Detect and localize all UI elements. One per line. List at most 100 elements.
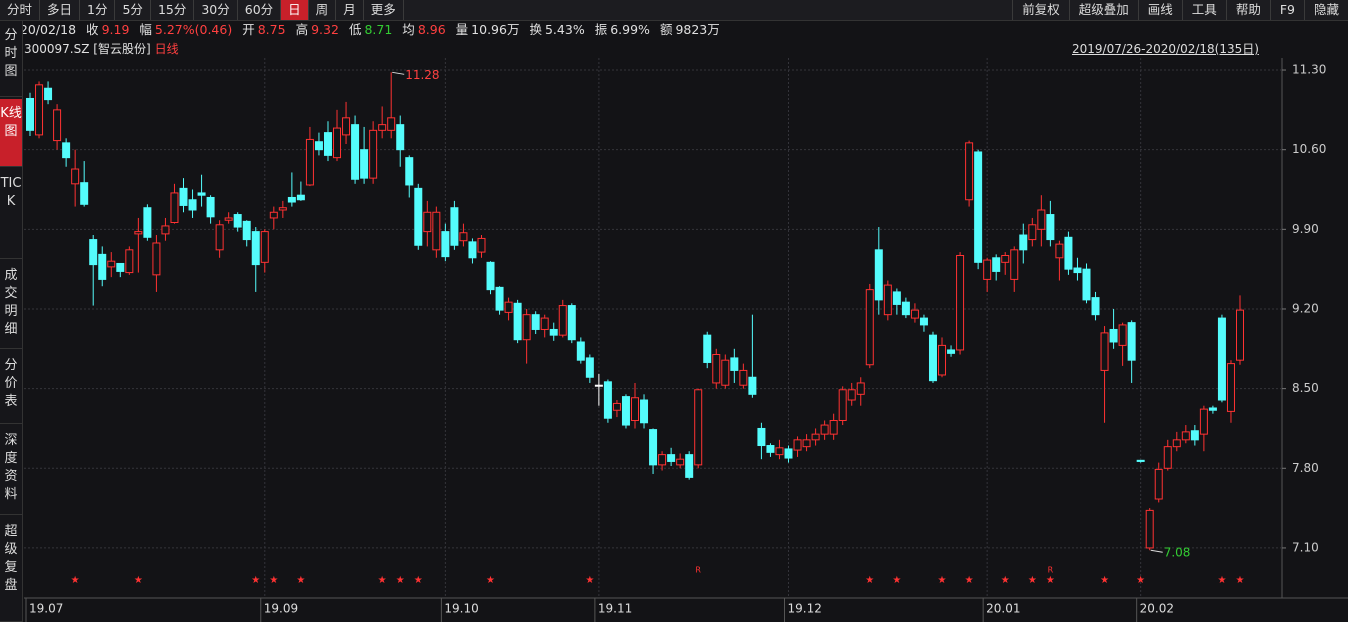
tool-button[interactable]: 隐藏 — [1303, 0, 1348, 20]
candle-body — [233, 214, 242, 228]
x-tick-label: 20.02 — [1140, 602, 1174, 616]
info-item: 幅 5.27%(0.46) — [139, 21, 232, 39]
period-tab[interactable]: 日 — [281, 0, 309, 20]
candle-body — [504, 301, 513, 313]
y-tick-label: 11.30 — [1292, 63, 1326, 77]
candle-body — [1136, 459, 1145, 462]
candle-body — [369, 129, 378, 179]
x-tick-label: 19.12 — [788, 602, 822, 616]
candle-body — [585, 357, 594, 378]
tool-button[interactable]: 工具 — [1181, 0, 1226, 20]
info-item: 收 9.19 — [86, 21, 129, 39]
x-tick-label: 19.10 — [444, 602, 478, 616]
candle-body — [649, 429, 658, 466]
candle-body — [1091, 297, 1100, 316]
candle-body — [910, 309, 919, 319]
period-tab[interactable]: 分时 — [0, 0, 41, 20]
info-label: 量 — [455, 22, 469, 37]
tool-button[interactable]: F9 — [1269, 0, 1304, 20]
period-tab[interactable]: 1分 — [80, 0, 116, 20]
candle-body — [938, 344, 947, 376]
stock-code: 300097.SZ [智云股份] — [24, 42, 151, 56]
sidebar-tab[interactable]: 成交明细 — [0, 261, 22, 349]
candle-body — [287, 196, 296, 203]
event-marker: R — [1048, 566, 1054, 575]
event-marker: ★ — [71, 575, 80, 586]
candle-body — [351, 124, 360, 180]
candle-body — [892, 291, 901, 305]
candle-body — [161, 225, 170, 235]
sidebar-tab[interactable]: TICK — [0, 169, 22, 259]
candle-body — [757, 427, 766, 447]
candle-body — [224, 217, 233, 221]
candle-body — [928, 334, 937, 382]
date-range[interactable]: 2019/07/26-2020/02/18(135日) — [1072, 42, 1259, 56]
tool-button[interactable]: 帮助 — [1225, 0, 1270, 20]
period-tab[interactable]: 15分 — [151, 0, 195, 20]
period-tab[interactable]: 周 — [309, 0, 337, 20]
period-tab[interactable]: 月 — [336, 0, 364, 20]
candle-body — [1037, 209, 1046, 230]
candle-body — [919, 317, 928, 326]
candle-body — [405, 157, 414, 186]
candle-body — [35, 84, 44, 136]
candle-body — [53, 109, 62, 142]
tool-button[interactable]: 前复权 — [1012, 0, 1069, 20]
candle-body — [1082, 268, 1091, 301]
period-tab[interactable]: 更多 — [364, 0, 404, 20]
candle-body — [640, 399, 649, 424]
candle-body — [188, 199, 197, 211]
candle-body — [721, 359, 730, 386]
period-tab[interactable]: 5分 — [115, 0, 151, 20]
candle-body — [360, 149, 369, 179]
candle-body — [1028, 224, 1037, 241]
period-label: 日线 — [154, 42, 179, 56]
y-tick-label: 9.20 — [1292, 301, 1319, 315]
candle-body — [62, 142, 71, 159]
candle-body — [775, 447, 784, 456]
annotation-arrow — [392, 71, 405, 75]
info-value: 8.96 — [417, 22, 446, 37]
info-value: 9.19 — [101, 22, 130, 37]
candle-body — [143, 207, 152, 238]
event-marker: ★ — [585, 575, 594, 586]
info-item: 换 5.43% — [529, 21, 584, 39]
extreme-label: 11.28 — [405, 68, 439, 82]
candle-body — [89, 239, 98, 266]
sidebar-tab[interactable]: K线图 — [0, 99, 22, 167]
sidebar-tab[interactable]: 深度资料 — [0, 426, 22, 515]
y-tick-label: 7.10 — [1292, 540, 1319, 554]
tool-button[interactable]: 画线 — [1137, 0, 1182, 20]
info-item: 均 8.96 — [402, 21, 445, 39]
candle-body — [947, 349, 956, 354]
event-marker: ★ — [134, 575, 143, 586]
candle-body — [531, 314, 540, 330]
sidebar-tab[interactable]: 超级复盘 — [0, 517, 22, 622]
info-value: 8.71 — [364, 22, 393, 37]
tool-button[interactable]: 超级叠加 — [1068, 0, 1138, 20]
info-item: 振 6.99% — [595, 21, 650, 39]
candle-body — [549, 328, 558, 336]
info-label: 收 — [86, 22, 99, 37]
candle-body — [197, 192, 206, 196]
candle-body — [974, 151, 983, 263]
info-label: 换 — [529, 22, 542, 37]
candle-body — [1181, 431, 1190, 441]
sidebar-tab[interactable]: 分时图 — [0, 21, 22, 97]
sidebar-tab[interactable]: 分价表 — [0, 351, 22, 424]
period-tab[interactable]: 30分 — [194, 0, 238, 20]
period-tab[interactable]: 多日 — [40, 0, 81, 20]
info-item: 开 8.75 — [242, 21, 285, 39]
info-value: 8.75 — [257, 22, 286, 37]
candle-body — [1199, 408, 1208, 435]
candle-body — [450, 207, 459, 246]
info-item: 量 10.96万 — [456, 21, 520, 39]
y-tick-label: 8.50 — [1292, 381, 1319, 395]
period-tab[interactable]: 60分 — [238, 0, 282, 20]
candle-body — [1172, 439, 1181, 448]
candle-body — [1236, 309, 1244, 361]
candle-body — [766, 445, 775, 453]
toolbar: 分时 多日 1分 5分 15分 30分 60分日周月更多 前复权 超级叠加 画线 工具 帮助 F9 隐藏 — [0, 0, 1348, 21]
candle-body — [179, 187, 188, 206]
candle-body — [396, 124, 405, 151]
